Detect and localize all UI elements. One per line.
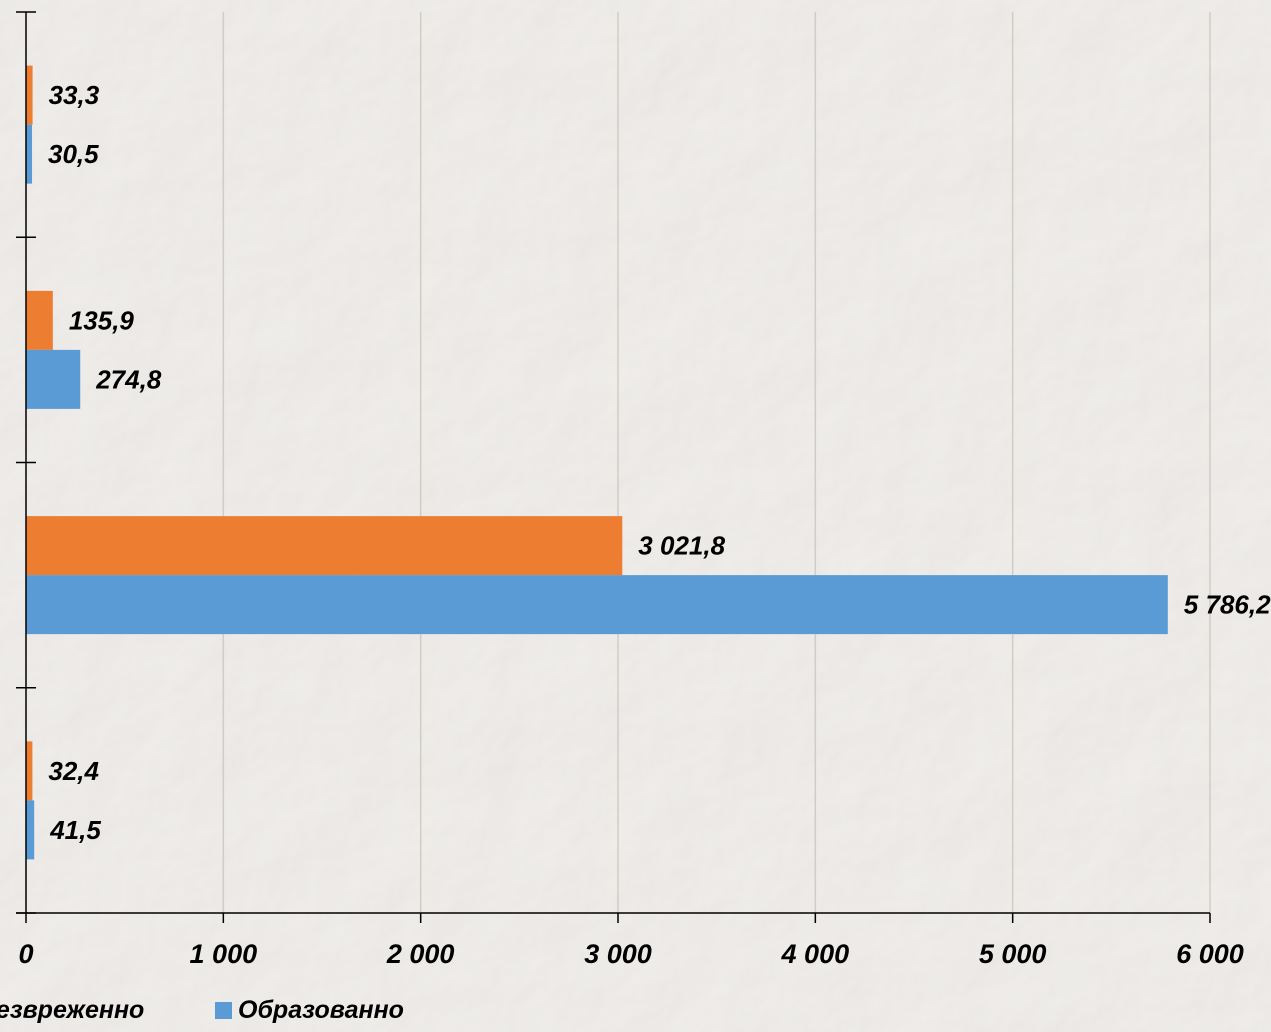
legend[interactable]: Обезвреженно Образованно: [0, 996, 404, 1024]
bar-series-1: [26, 741, 33, 801]
data-label: 33,3: [49, 80, 100, 110]
data-label: 274,8: [95, 364, 162, 394]
x-tick-labels: 0 1 000 2 000 3 000 4 000 5 000 6 000: [18, 939, 1243, 969]
data-label: 32,4: [48, 756, 99, 786]
x-tick-label: 2 000: [386, 939, 455, 969]
bar-series-2: [26, 124, 33, 184]
bars: [26, 65, 1168, 860]
x-tick-label: 0: [18, 939, 33, 969]
bar-series-2: [26, 800, 35, 860]
x-tick-label: 6 000: [1176, 939, 1244, 969]
legend-swatch: [215, 1002, 232, 1019]
bar-series-1: [26, 65, 33, 125]
legend-label[interactable]: Обезвреженно: [0, 996, 144, 1024]
data-label: 30,5: [48, 139, 99, 169]
data-label: 5 786,2: [1184, 590, 1271, 620]
gridlines: [222, 12, 1211, 913]
x-tick-label: 1 000: [190, 939, 258, 969]
data-label: 135,9: [69, 305, 135, 335]
data-label: 3 021,8: [638, 531, 725, 561]
bar-series-1: [26, 516, 623, 576]
bar-series-2: [26, 575, 1168, 635]
data-labels: 32,4 41,5 3 021,8 5 786,2 135,9 274,8 33,3 30,5: [48, 80, 1271, 845]
x-tick-label: 4 000: [781, 939, 850, 969]
x-tick-label: 5 000: [979, 939, 1047, 969]
bar-series-1: [26, 290, 53, 350]
bar-series-2: [26, 349, 81, 409]
x-tick-label: 3 000: [584, 939, 652, 969]
legend-label[interactable]: Образованно: [238, 996, 404, 1024]
axes: [16, 11, 1211, 923]
data-label: 41,5: [49, 815, 101, 845]
